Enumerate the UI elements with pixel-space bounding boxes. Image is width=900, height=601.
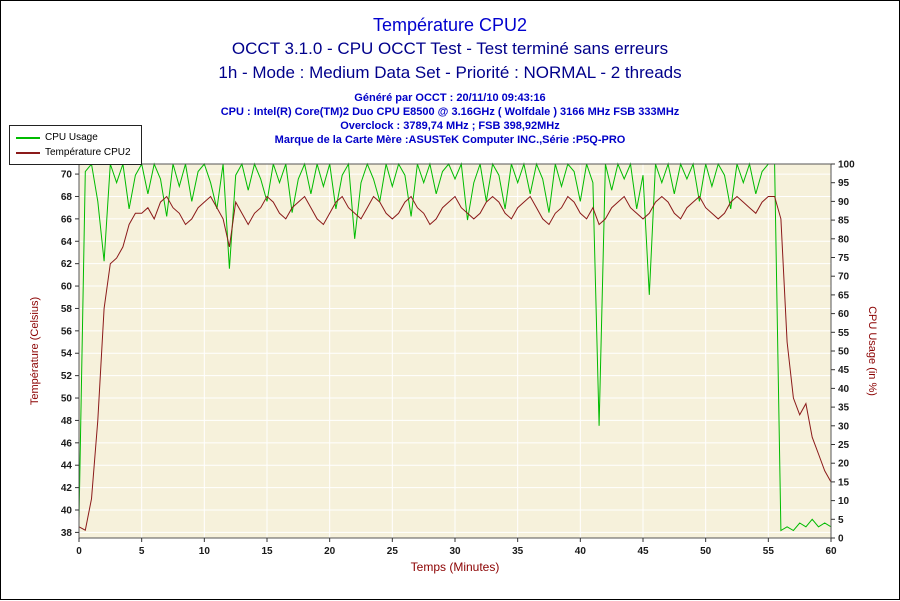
svg-text:75: 75 [838,253,850,264]
svg-text:44: 44 [61,461,73,472]
svg-text:65: 65 [838,290,850,301]
svg-text:56: 56 [61,326,73,337]
svg-text:64: 64 [61,237,73,248]
svg-text:68: 68 [61,192,73,203]
svg-text:55: 55 [838,328,850,339]
svg-text:45: 45 [637,546,649,557]
svg-text:80: 80 [838,234,850,245]
svg-text:40: 40 [575,546,587,557]
svg-text:50: 50 [61,394,73,405]
svg-text:15: 15 [261,546,273,557]
svg-text:45: 45 [838,365,850,376]
x-axis-title: Temps (Minutes) [411,560,500,574]
svg-text:35: 35 [512,546,524,557]
svg-text:20: 20 [838,459,850,470]
cpu-usage-line-icon [16,136,40,139]
svg-text:48: 48 [61,416,73,427]
svg-text:70: 70 [61,170,73,181]
test-result-subtitle: OCCT 3.1.0 - CPU OCCT Test - Test termin… [231,39,669,58]
y-axis-right-title: CPU Usage (in %) [866,306,878,396]
svg-text:5: 5 [139,546,145,557]
generated-info: Généré par OCCT : 20/11/10 09:43:16 [354,92,546,104]
temperature-line-icon [16,151,40,154]
svg-text:30: 30 [449,546,461,557]
svg-text:35: 35 [838,403,850,414]
svg-text:95: 95 [838,178,850,189]
svg-text:60: 60 [825,546,837,557]
svg-text:55: 55 [763,546,775,557]
legend-item-temperature: Température CPU2 [16,145,131,160]
svg-text:100: 100 [838,160,855,171]
svg-text:10: 10 [199,546,211,557]
temperature-usage-chart: 0 5 10 15 20 25 30 35 40 45 50 55 603840424446485052… [29,160,878,575]
svg-text:54: 54 [61,349,73,360]
svg-text:50: 50 [700,546,712,557]
svg-text:85: 85 [838,216,850,227]
test-mode-subtitle: 1h - Mode : Medium Data Set - Priorité :… [218,63,682,82]
svg-text:10: 10 [838,496,850,507]
svg-text:5: 5 [838,515,844,526]
report-header: Température CPU2 OCCT 3.1.0 - CPU OCCT T… [1,13,899,147]
svg-text:38: 38 [61,528,73,539]
svg-text:58: 58 [61,304,73,315]
motherboard-info: Marque de la Carte Mère :ASUSTeK Compute… [274,134,626,146]
svg-text:60: 60 [838,309,850,320]
svg-text:40: 40 [838,384,850,395]
svg-text:0: 0 [838,534,844,545]
svg-text:20: 20 [324,546,336,557]
cpu-info: CPU : Intel(R) Core(TM)2 Duo CPU E8500 @… [220,106,680,118]
legend-item-cpu-usage: CPU Usage [16,130,131,145]
svg-text:15: 15 [838,477,850,488]
page-title: Température CPU2 [372,15,528,35]
svg-text:25: 25 [838,440,850,451]
svg-text:90: 90 [838,197,850,208]
svg-text:60: 60 [61,282,73,293]
svg-text:62: 62 [61,259,73,270]
svg-text:46: 46 [61,438,73,449]
y-axis-left-title: Température (Celsius) [29,297,41,405]
overclock-info: Overclock : 3789,74 MHz ; FSB 398,92MHz [340,120,560,132]
svg-text:40: 40 [61,506,73,517]
svg-text:50: 50 [838,347,850,358]
legend-label-cpu-usage: CPU Usage [45,132,98,143]
chart-legend: CPU Usage Température CPU2 [9,125,142,165]
svg-text:30: 30 [838,421,850,432]
svg-text:66: 66 [61,214,73,225]
svg-text:25: 25 [387,546,399,557]
svg-text:70: 70 [838,272,850,283]
svg-text:52: 52 [61,371,73,382]
legend-label-temperature: Température CPU2 [45,147,131,158]
svg-text:42: 42 [61,483,73,494]
svg-text:0: 0 [76,546,82,557]
